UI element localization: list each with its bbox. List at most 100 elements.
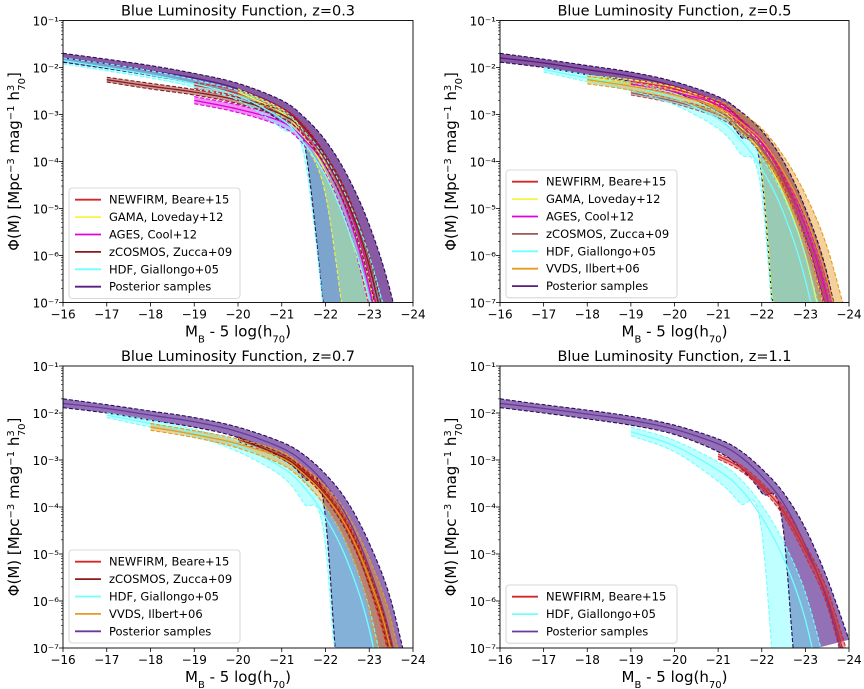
panel-title: Blue Luminosity Function, z=0.3 (121, 4, 355, 20)
x-tick-label: −24 (400, 308, 425, 322)
band-posterior-samples (63, 398, 403, 648)
legend-item: zCOSMOS, Zucca+09 (75, 572, 232, 586)
x-label-part: 70 (272, 680, 285, 689)
plot-area (63, 398, 404, 648)
legend-item: zCOSMOS, Zucca+09 (512, 227, 669, 241)
x-tick-label: −17 (531, 653, 556, 667)
y-tick-label: 10⁻⁶ (33, 250, 60, 264)
y-label-part: 3 (443, 85, 454, 91)
line-hdf (630, 431, 813, 648)
upper-bound-ages (194, 96, 377, 303)
x-tick-label: −20 (662, 308, 687, 322)
legend-box (68, 187, 241, 299)
x-tick-label: −21 (269, 653, 294, 667)
lower-bound-hdf (63, 63, 324, 303)
legend-label: Posterior samples (546, 279, 648, 293)
y-axis-label: Φ(M) [Mpc−3 mag−1 h370] (442, 72, 465, 251)
y-tick-label: 10⁻⁷ (33, 297, 60, 311)
x-tick-label: −20 (225, 308, 250, 322)
legend-item: VVDS, Ilbert+06 (512, 262, 640, 276)
line-newfirm (281, 455, 391, 648)
y-label-part: −1 (443, 451, 454, 466)
x-tick-label: −17 (94, 308, 119, 322)
legend-item: GAMA, Loveday+12 (75, 210, 223, 224)
legend-label: HDF, Giallongo+05 (109, 590, 219, 604)
x-label-part: 70 (709, 334, 722, 345)
y-tick-label: 10⁻⁴ (470, 501, 497, 515)
band-ages (194, 96, 376, 303)
x-tick-label: −16 (50, 653, 75, 667)
x-tick-label: −16 (487, 653, 512, 667)
x-tick-label: −18 (575, 308, 600, 322)
band-gama (238, 88, 375, 303)
legend-item: HDF, Giallongo+05 (512, 244, 656, 258)
x-tick-label: −22 (313, 308, 338, 322)
y-tick-label: 10⁻⁷ (470, 297, 497, 311)
y-tick-label: 10⁻⁶ (33, 595, 60, 609)
panel-2: −16 −17 −18 −19 −20 −21 −22 −23 −24 10⁻⁷ 10⁻⁶ 10⁻⁵ 1… (442, 4, 862, 346)
x-tick-label: −21 (705, 653, 730, 667)
x-tick-label: −23 (357, 653, 382, 667)
y-tick-label: 10⁻² (470, 407, 497, 421)
legend-item: zCOSMOS, Zucca+09 (75, 245, 232, 259)
plot-area (63, 52, 394, 303)
upper-bound-hdf (63, 57, 384, 303)
upper-bound-hdf (630, 426, 822, 648)
line-hdf (543, 69, 812, 303)
y-label-part: Φ(M) [Mpc (442, 173, 460, 251)
upper-bound-posterior-samples (500, 52, 835, 303)
legend-item: Posterior samples (75, 280, 211, 294)
y-label-part: −1 (6, 105, 17, 120)
legend-item: AGES, Cool+12 (512, 210, 634, 224)
y-label-part: mag (442, 466, 460, 504)
x-tick-label: −20 (662, 653, 687, 667)
upper-bound-vvds (587, 75, 844, 303)
y-label-part: ] (442, 72, 460, 78)
legend-item: NEWFIRM, Beare+15 (512, 590, 666, 604)
upper-bound-hdf (543, 66, 819, 303)
legend-label: GAMA, Loveday+12 (546, 192, 660, 206)
y-tick-label: 10⁻⁶ (470, 595, 497, 609)
y-label-part: Φ(M) [Mpc (5, 519, 23, 597)
legend-label: HDF, Giallongo+05 (109, 262, 219, 276)
upper-bound-zcosmos (237, 436, 393, 648)
plot-area (500, 398, 849, 648)
legend-label: zCOSMOS, Zucca+09 (546, 227, 669, 241)
band-hdf (630, 427, 822, 648)
y-label-part: −3 (6, 158, 17, 173)
x-label-part: ) (722, 668, 728, 686)
x-tick-label: −24 (836, 653, 861, 667)
y-tick-label: 10⁻⁵ (470, 203, 497, 217)
upper-bound-posterior-samples (500, 398, 849, 640)
legend-label: VVDS, Ilbert+06 (109, 607, 203, 621)
legend-label: NEWFIRM, Beare+15 (109, 555, 229, 569)
y-tick-label: 10⁻⁶ (470, 250, 497, 264)
legend-item: Posterior samples (512, 625, 648, 639)
panel-title: Blue Luminosity Function, z=1.1 (557, 349, 791, 365)
y-tick-label: 10⁻² (470, 62, 497, 76)
y-label-part: 70 (17, 78, 28, 91)
y-axis-label: Φ(M) [Mpc−3 mag−1 h370] (5, 72, 28, 251)
x-axis-label: MB - 5 log(h70) (185, 323, 291, 346)
y-tick-label: 10⁻¹ (470, 15, 497, 29)
y-label-part: mag (442, 120, 460, 158)
x-tick-label: −18 (575, 653, 600, 667)
y-label-part: h (5, 91, 23, 105)
y-label-part: 3 (443, 430, 454, 436)
legend-label: zCOSMOS, Zucca+09 (109, 572, 232, 586)
band-newfirm (194, 82, 379, 303)
x-tick-label: −23 (793, 653, 818, 667)
legend-label: NEWFIRM, Beare+15 (546, 175, 666, 189)
band-hdf (63, 57, 383, 303)
x-tick-label: −19 (618, 653, 643, 667)
x-label-part: ) (285, 323, 291, 341)
band-hdf (106, 413, 379, 648)
x-axis-label: MB - 5 log(h70) (622, 668, 728, 689)
legend: NEWFIRM, Beare+15 HDF, Giallongo+05 Poster… (505, 584, 678, 644)
upper-bound-newfirm (630, 78, 830, 303)
legend-label: Posterior samples (546, 625, 648, 639)
upper-bound-zcosmos (630, 90, 830, 303)
x-label-part: B (634, 334, 641, 345)
panel-title: Blue Luminosity Function, z=0.5 (557, 4, 791, 20)
